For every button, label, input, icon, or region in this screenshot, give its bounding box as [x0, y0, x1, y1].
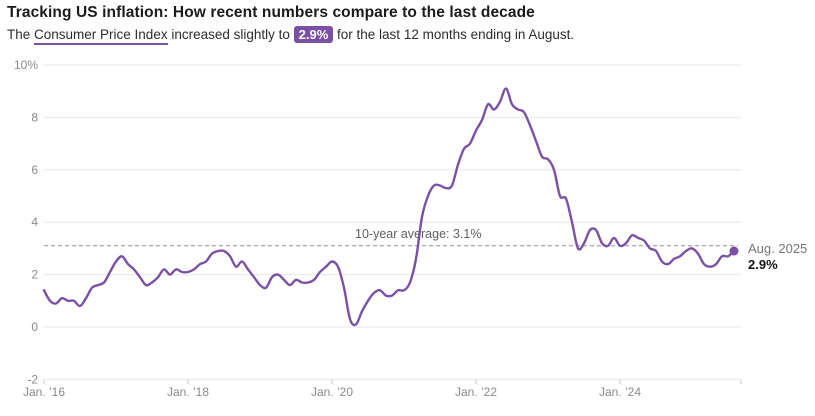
- x-axis-label: Jan. ’22: [455, 385, 497, 399]
- page-title: Tracking US inflation: How recent number…: [7, 4, 535, 21]
- y-axis-label: 0: [31, 320, 38, 334]
- chart-subtitle: The Consumer Price Index increased sligh…: [7, 26, 575, 45]
- y-axis-label: 4: [31, 215, 38, 229]
- x-axis-label: Jan. ’20: [311, 385, 353, 399]
- x-axis-label: Jan. ’18: [167, 385, 209, 399]
- end-point-marker: [729, 246, 739, 256]
- cpi-line: [42, 87, 736, 327]
- average-line-label: 10-year average: 3.1%: [355, 227, 481, 241]
- end-annotation-value: 2.9%: [748, 257, 778, 272]
- y-axis-label: -2: [27, 372, 38, 386]
- subtitle-prefix: The: [7, 27, 35, 42]
- y-axis-label: 2: [31, 268, 38, 282]
- subtitle-mid: increased slightly to: [167, 27, 294, 42]
- cpi-link[interactable]: Consumer Price Index: [34, 27, 168, 45]
- end-annotation-date: Aug. 2025: [748, 241, 807, 256]
- x-axis-label: Jan. ’24: [599, 385, 641, 399]
- y-axis-label: 6: [31, 163, 38, 177]
- subtitle-suffix: for the last 12 months ending in August.: [333, 27, 575, 42]
- cpi-value-badge: 2.9%: [293, 26, 334, 43]
- y-axis-label: 10%: [14, 58, 38, 72]
- x-axis-label: Jan. ’16: [23, 385, 65, 399]
- y-axis-label: 8: [31, 110, 38, 124]
